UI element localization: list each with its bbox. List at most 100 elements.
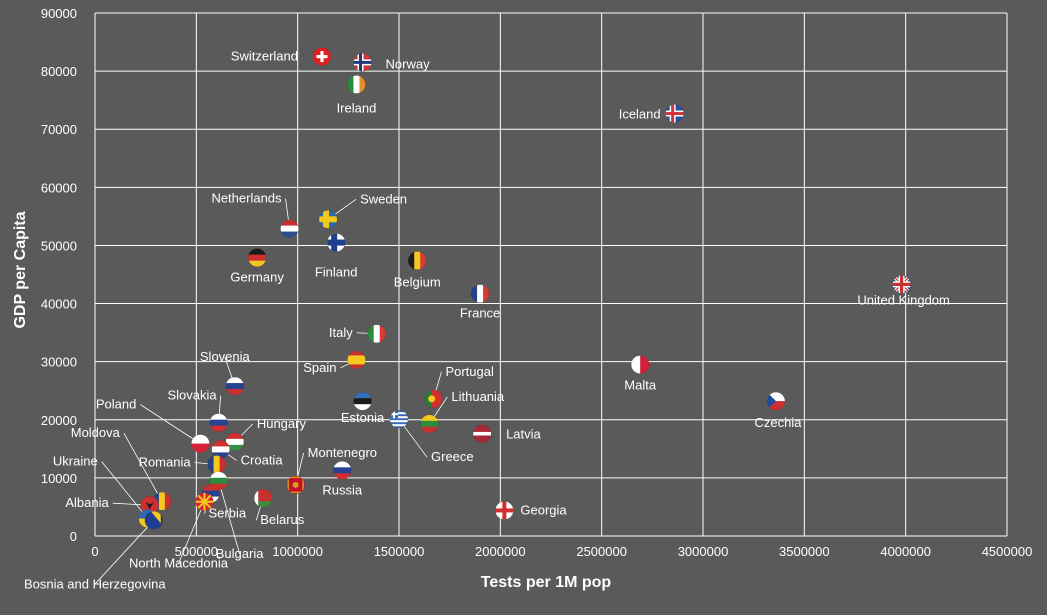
- leader-line: [218, 480, 241, 554]
- point-slovenia: [225, 376, 245, 396]
- x-tick-label: 0: [91, 544, 98, 559]
- point-labels: Switzerland Norway Ireland Iceland Netherlan…: [24, 49, 950, 592]
- point-hungary: [225, 432, 245, 452]
- point-label: Belgium: [394, 275, 441, 290]
- point-estonia: [353, 391, 372, 411]
- point-poland: [191, 434, 210, 453]
- point-label: Serbia: [209, 506, 247, 521]
- leader-lines: [94, 198, 448, 585]
- x-tick-label: 4000000: [880, 544, 931, 559]
- y-tick-label: 80000: [41, 64, 77, 79]
- point-label: Portugal: [445, 364, 494, 379]
- point-montenegro: [286, 475, 305, 495]
- point-label: Hungary: [257, 416, 307, 431]
- point-label: Bulgaria: [216, 546, 264, 561]
- point-label: Moldova: [71, 425, 121, 440]
- point-romania: [207, 455, 226, 474]
- y-tick-labels: 0 10000 20000 30000 40000 50000 60000 70000 8000…: [41, 6, 77, 544]
- y-tick-label: 20000: [41, 413, 77, 428]
- leader-line: [101, 461, 149, 519]
- x-tick-label: 3000000: [678, 544, 729, 559]
- leader-line: [140, 404, 201, 444]
- point-label: Romania: [139, 455, 192, 470]
- leader-line: [178, 501, 205, 564]
- y-tick-label: 90000: [41, 6, 77, 21]
- point-label: Netherlands: [211, 191, 282, 206]
- y-tick-label: 60000: [41, 180, 77, 195]
- point-finland: [326, 233, 346, 252]
- y-axis-title: GDP per Capita: [12, 211, 29, 328]
- x-tick-label: 3500000: [779, 544, 830, 559]
- x-tick-label: 2500000: [576, 544, 627, 559]
- point-lithuania: [420, 414, 439, 434]
- point-label: Ukraine: [53, 454, 98, 469]
- point-latvia: [472, 424, 492, 443]
- point-georgia: [495, 501, 514, 520]
- point-italy: [367, 324, 386, 344]
- point-label: Malta: [624, 378, 657, 393]
- point-spain: [347, 350, 366, 370]
- leader-line: [94, 520, 155, 585]
- point-label: Germany: [230, 270, 284, 285]
- point-label: United Kingdom: [857, 292, 950, 307]
- point-germany: [247, 248, 267, 267]
- y-tick-label: 70000: [41, 122, 77, 137]
- point-sweden: [318, 210, 338, 229]
- point-label: Russia: [322, 482, 363, 497]
- point-label: Spain: [303, 360, 336, 375]
- point-label: Bosnia and Herzegovina: [24, 576, 166, 591]
- point-portugal: [424, 389, 443, 409]
- point-greece: [389, 409, 409, 429]
- point-france: [470, 284, 490, 303]
- point-norway: [353, 53, 372, 72]
- point-label: Lithuania: [451, 389, 505, 404]
- point-label: France: [460, 306, 500, 321]
- point-label: Sweden: [360, 191, 407, 206]
- point-label: Finland: [315, 265, 358, 280]
- point-ireland: [347, 75, 366, 94]
- point-slovakia: [209, 413, 228, 432]
- point-label: Slovakia: [167, 388, 217, 403]
- y-tick-label: 30000: [41, 355, 77, 370]
- point-label: Croatia: [241, 452, 284, 467]
- point-label: Greece: [431, 449, 474, 464]
- point-label: Iceland: [619, 107, 661, 122]
- point-bosnia: [144, 511, 164, 530]
- point-label: Estonia: [341, 410, 385, 425]
- point-label: Georgia: [520, 502, 567, 517]
- point-switzerland: [312, 47, 332, 66]
- point-label: Slovenia: [200, 349, 251, 364]
- x-tick-label: 4500000: [982, 544, 1033, 559]
- x-tick-label: 1000000: [272, 544, 323, 559]
- point-uk: [892, 275, 911, 294]
- point-label: Ireland: [337, 100, 377, 115]
- point-malta: [630, 355, 650, 374]
- point-label: Switzerland: [231, 49, 298, 64]
- point-iceland: [665, 104, 684, 123]
- point-russia: [333, 461, 352, 480]
- point-czechia: [766, 391, 786, 411]
- y-tick-label: 10000: [41, 471, 77, 486]
- point-label: Belarus: [260, 512, 305, 527]
- point-label: Albania: [65, 495, 109, 510]
- x-tick-label: 1500000: [374, 544, 425, 559]
- y-tick-label: 0: [70, 529, 77, 544]
- point-belarus: [253, 488, 273, 508]
- x-axis-title: Tests per 1M pop: [481, 574, 612, 591]
- x-tick-label: 2000000: [475, 544, 526, 559]
- y-tick-label: 50000: [41, 238, 77, 253]
- x-tick-labels: 0 500000 1000000 1500000 2000000 2500000 30000…: [91, 544, 1032, 559]
- point-label: Norway: [386, 56, 431, 71]
- grid-lines: [94, 12, 1008, 537]
- point-label: Montenegro: [308, 445, 377, 460]
- point-label: Latvia: [506, 427, 541, 442]
- point-label: Italy: [329, 325, 353, 340]
- data-points: [138, 47, 911, 530]
- point-belgium: [407, 251, 427, 270]
- point-netherlands: [280, 219, 299, 238]
- point-label: Poland: [96, 397, 136, 412]
- point-north-macedonia: [195, 492, 214, 511]
- point-label: Czechia: [754, 415, 802, 430]
- y-tick-label: 40000: [41, 297, 77, 312]
